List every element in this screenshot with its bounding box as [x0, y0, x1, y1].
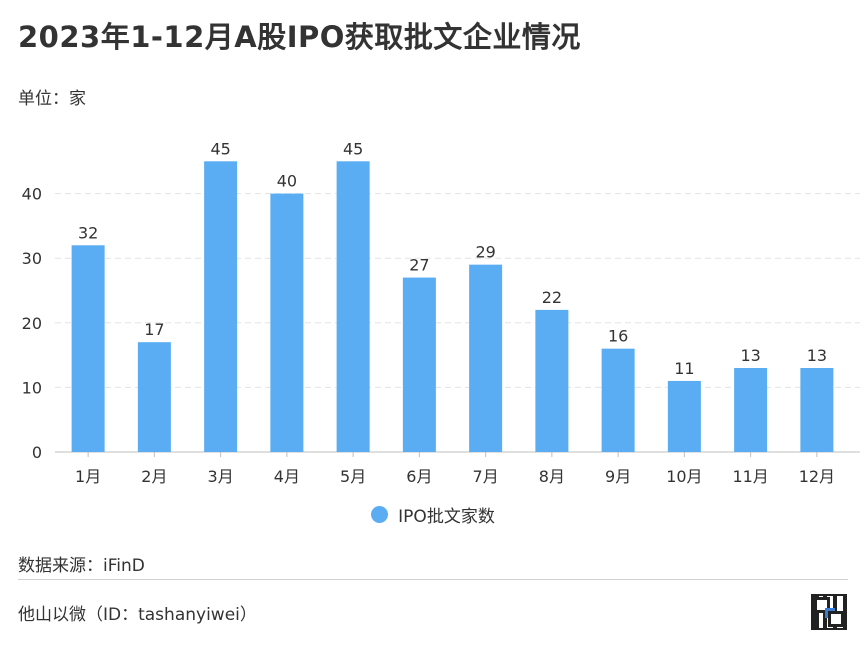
data-label: 45	[210, 139, 230, 158]
x-tick-label: 12月	[799, 467, 835, 486]
data-label: 32	[78, 223, 98, 242]
bar	[535, 309, 569, 452]
x-tick-label: 11月	[732, 467, 768, 486]
data-source: 数据来源：iFinD	[18, 556, 145, 576]
x-tick-label: 10月	[666, 467, 702, 486]
divider	[18, 579, 848, 580]
data-label: 29	[475, 243, 495, 262]
y-tick-label: 20	[22, 314, 42, 333]
bar-chart: 32 17 45 40 45 27 29 22 16 11 13 13 0 10 20 30 40 1月 2月 3…	[22, 139, 860, 486]
bar	[204, 161, 238, 453]
legend-label: IPO批文家数	[398, 507, 495, 527]
x-tick-label: 8月	[539, 467, 565, 486]
y-axis: 0 10 20 30 40	[22, 185, 42, 462]
data-label: 40	[277, 172, 297, 191]
x-tick-label: 9月	[605, 467, 631, 486]
x-tick-label: 4月	[274, 467, 300, 486]
legend-marker	[371, 506, 389, 523]
y-tick-label: 10	[22, 378, 42, 397]
data-label: 11	[674, 359, 694, 378]
bar	[71, 245, 105, 452]
x-tick-label: 3月	[208, 467, 234, 486]
bar	[734, 368, 768, 452]
bar	[800, 368, 834, 452]
data-labels: 32 17 45 40 45 27 29 22 16 11 13 13	[78, 139, 827, 378]
x-tick-label: 6月	[406, 467, 432, 486]
chart-title: 2023年1-12月A股IPO获取批文企业情况	[18, 20, 581, 54]
unit-label: 单位：家	[18, 89, 86, 109]
qr-code-icon	[811, 594, 847, 630]
x-axis: 1月 2月 3月 4月 5月 6月 7月 8月 9月 10月 11月 12月	[75, 452, 835, 486]
x-tick-label: 2月	[141, 467, 167, 486]
x-tick-label: 1月	[75, 467, 101, 486]
bar	[469, 264, 503, 452]
data-label: 27	[409, 256, 429, 275]
data-label: 17	[144, 320, 164, 339]
bar	[270, 193, 304, 452]
x-tick-label: 7月	[473, 467, 499, 486]
data-label: 22	[542, 288, 562, 307]
bar	[137, 342, 171, 452]
bar	[336, 161, 370, 453]
y-tick-label: 40	[22, 185, 42, 204]
y-tick-label: 0	[32, 443, 42, 462]
data-label: 16	[608, 327, 628, 346]
data-label: 13	[740, 346, 760, 365]
legend: IPO批文家数	[0, 502, 866, 527]
bars	[71, 161, 834, 453]
data-label: 13	[807, 346, 827, 365]
data-label: 45	[343, 139, 363, 158]
bar	[601, 348, 635, 452]
account-id: 他山以微（ID：tashanyiwei）	[18, 605, 257, 625]
bar	[402, 277, 436, 452]
gridlines	[55, 193, 860, 453]
y-tick-label: 30	[22, 249, 42, 268]
x-tick-label: 5月	[340, 467, 366, 486]
bar	[667, 380, 701, 452]
